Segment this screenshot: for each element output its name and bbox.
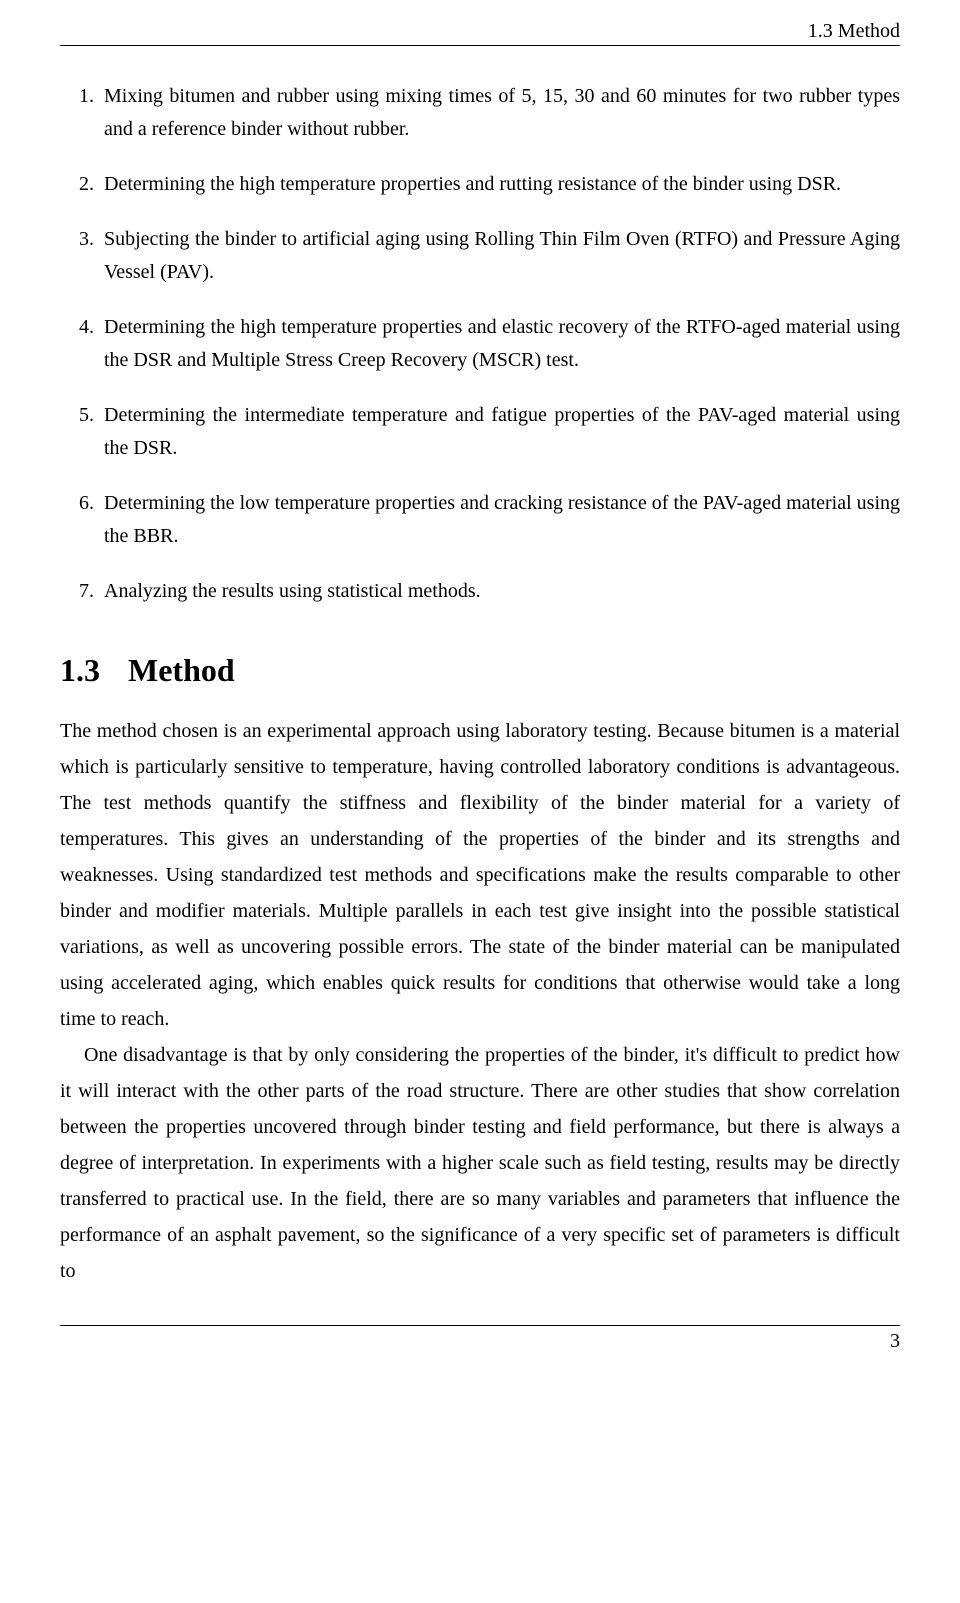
list-item: 7. Analyzing the results using statistic… (60, 575, 900, 608)
page: 1.3 Method 1. Mixing bitumen and rubber … (0, 0, 960, 1383)
list-item: 3. Subjecting the binder to artificial a… (60, 223, 900, 289)
list-item-text: Determining the high temperature propert… (104, 168, 900, 201)
footer: 3 (60, 1325, 900, 1353)
list-item-number: 6. (60, 487, 104, 553)
list-item: 1. Mixing bitumen and rubber using mixin… (60, 80, 900, 146)
footer-rule (60, 1325, 900, 1326)
section-title: Method (128, 652, 235, 688)
list-item-number: 7. (60, 575, 104, 608)
list-item: 6. Determining the low temperature prope… (60, 487, 900, 553)
section-number: 1.3 (60, 652, 100, 689)
page-number: 3 (60, 1330, 900, 1353)
list-item-number: 1. (60, 80, 104, 146)
list-item-number: 2. (60, 168, 104, 201)
list-item: 2. Determining the high temperature prop… (60, 168, 900, 201)
paragraph: The method chosen is an experimental app… (60, 713, 900, 1037)
list-item-number: 4. (60, 311, 104, 377)
running-head-text: 1.3 Method (808, 20, 900, 42)
list-item-text: Analyzing the results using statistical … (104, 575, 900, 608)
list-item-text: Determining the high temperature propert… (104, 311, 900, 377)
list-item-text: Subjecting the binder to artificial agin… (104, 223, 900, 289)
list-item: 5. Determining the intermediate temperat… (60, 399, 900, 465)
running-head: 1.3 Method (60, 20, 900, 50)
numbered-list: 1. Mixing bitumen and rubber using mixin… (60, 80, 900, 608)
list-item-text: Determining the intermediate temperature… (104, 399, 900, 465)
paragraph: One disadvantage is that by only conside… (60, 1037, 900, 1289)
header-rule (60, 45, 900, 46)
section-heading: 1.3 Method (60, 652, 900, 689)
list-item-number: 3. (60, 223, 104, 289)
list-item-text: Determining the low temperature properti… (104, 487, 900, 553)
list-item: 4. Determining the high temperature prop… (60, 311, 900, 377)
list-item-text: Mixing bitumen and rubber using mixing t… (104, 80, 900, 146)
list-item-number: 5. (60, 399, 104, 465)
